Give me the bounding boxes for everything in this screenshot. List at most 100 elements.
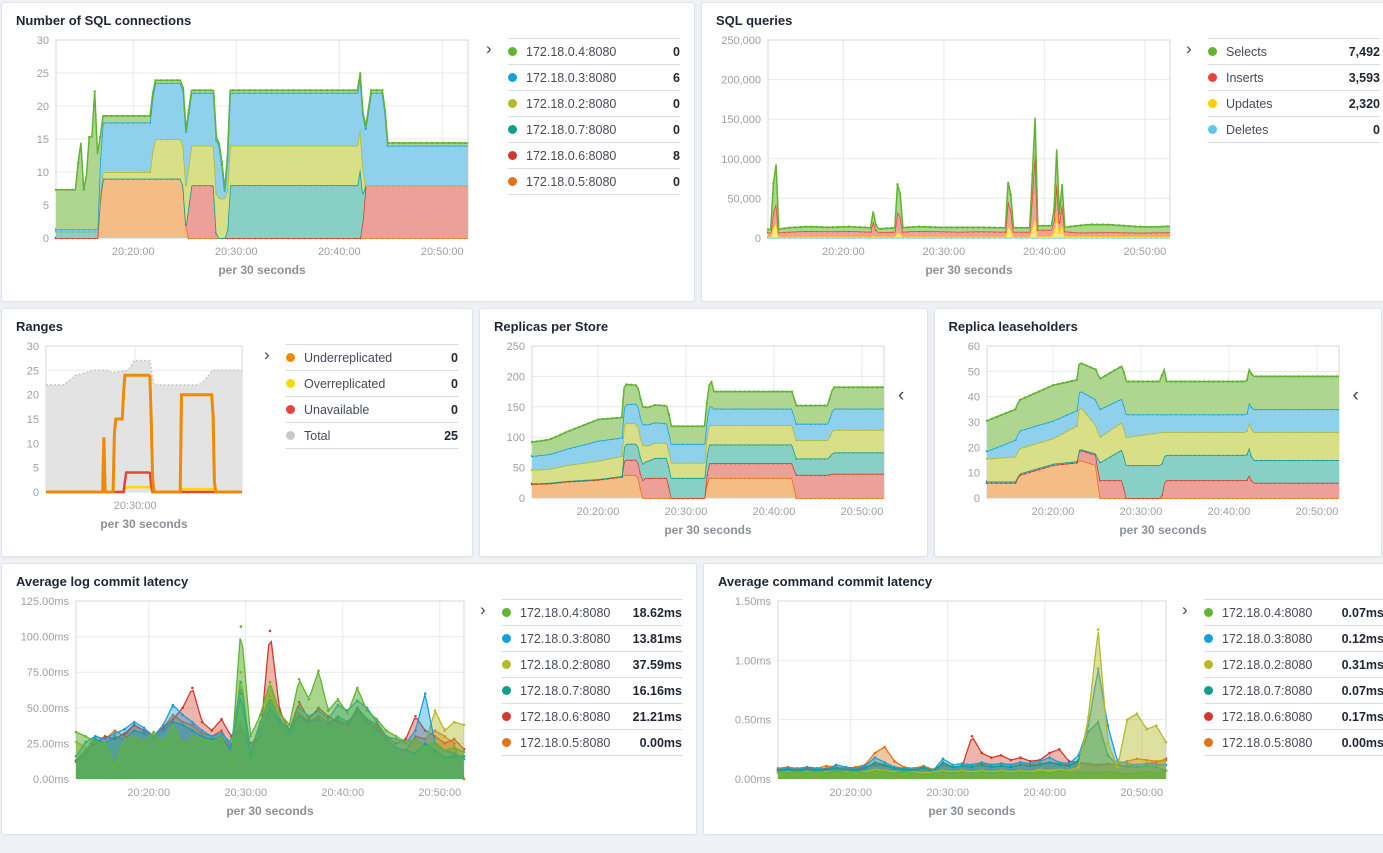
svg-text:20:50:00: 20:50:00	[1295, 506, 1338, 518]
legend-item-label: 172.18.0.5:8080	[526, 174, 617, 189]
legend-item-value: 18.62ms	[632, 605, 682, 620]
legend-item[interactable]: 172.18.0.5:8080 0.00ms	[502, 730, 682, 756]
svg-text:20:40:00: 20:40:00	[321, 787, 364, 799]
legend-container: › 172.18.0.4:8080 0 172.18.0.3:8080 6 172.18…	[486, 38, 680, 195]
svg-text:20:20:00: 20:20:00	[577, 506, 620, 518]
legend-item[interactable]: 172.18.0.7:8080 0	[508, 117, 680, 143]
chevron-right-icon[interactable]: ›	[480, 600, 486, 619]
svg-text:10: 10	[27, 438, 39, 450]
legend-item-label: Total	[304, 428, 331, 443]
legend-item[interactable]: Overreplicated 0	[286, 371, 458, 397]
svg-text:15: 15	[27, 414, 39, 426]
svg-text:150: 150	[507, 402, 525, 414]
legend-item-value: 37.59ms	[632, 657, 682, 672]
svg-text:250,000: 250,000	[721, 35, 761, 47]
svg-text:per 30 seconds: per 30 seconds	[928, 804, 1016, 818]
legend-item[interactable]: 172.18.0.3:8080 13.81ms	[502, 626, 682, 652]
svg-text:20:30:00: 20:30:00	[215, 246, 258, 258]
ranges-chart[interactable]: 0 5 10 15 20 25 30 20:30:00 per 30 seconds	[16, 338, 256, 544]
svg-text:1.50ms: 1.50ms	[735, 596, 772, 608]
svg-text:per 30 seconds: per 30 seconds	[925, 263, 1013, 277]
panel-title: Ranges	[16, 319, 63, 334]
legend-item[interactable]: Selects 7,492	[1208, 39, 1380, 65]
series-color-dot	[286, 353, 295, 362]
legend-item-value: 0	[451, 402, 458, 417]
legend-item[interactable]: Underreplicated 0	[286, 345, 458, 371]
series-color-dot	[508, 125, 517, 134]
legend-item-label: 172.18.0.7:8080	[526, 122, 617, 137]
legend-item[interactable]: 172.18.0.5:8080 0	[508, 169, 680, 195]
legend-item-label: 172.18.0.6:8080	[1222, 709, 1313, 724]
log-commit-latency-chart[interactable]: 0.00ms 25.00ms 50.00ms 75.00ms 100.00ms 125.0…	[16, 593, 472, 823]
legend-item[interactable]: 172.18.0.2:8080 37.59ms	[502, 652, 682, 678]
svg-text:per 30 seconds: per 30 seconds	[226, 804, 314, 818]
legend-item[interactable]: 172.18.0.5:8080 0.00ms	[1204, 730, 1383, 756]
legend-item[interactable]: 172.18.0.6:8080 8	[508, 143, 680, 169]
svg-text:20:30:00: 20:30:00	[922, 246, 965, 258]
legend-item[interactable]: Inserts 3,593	[1208, 65, 1380, 91]
sql-queries-chart[interactable]: 0 50,000 100,000 150,000 200,000 250,000 20:20…	[716, 32, 1178, 284]
chevron-right-icon[interactable]: ›	[1186, 39, 1192, 58]
replica-leaseholders-chart[interactable]: 0 10 20 30 40 50 60 20:20:00 20:30:00 20:40:00 20:…	[949, 338, 1347, 546]
legend-item-label: 172.18.0.6:8080	[520, 709, 611, 724]
series-color-dot	[1204, 686, 1213, 695]
dashboard-row-2: Ranges 0 5 10 15 20 25 30 20:30:00 per 30 second…	[1, 308, 1382, 557]
svg-text:0: 0	[973, 493, 979, 505]
panel-replica-leaseholders: Replica leaseholders 0 10 20 30 40 50 60 20:20:…	[933, 308, 1382, 557]
svg-text:25.00ms: 25.00ms	[27, 738, 70, 750]
panel-title: SQL queries	[716, 13, 793, 28]
legend-item-value: 0	[673, 44, 680, 59]
legend-container: › Selects 7,492 Inserts 3,593 Updates 2,320 De…	[1186, 38, 1380, 143]
legend-item-value: 8	[673, 148, 680, 163]
legend-item[interactable]: 172.18.0.4:8080 18.62ms	[502, 600, 682, 626]
legend-item-label: 172.18.0.6:8080	[526, 148, 617, 163]
legend-item[interactable]: 172.18.0.7:8080 0.07ms	[1204, 678, 1383, 704]
svg-text:0: 0	[33, 487, 39, 499]
svg-text:20:20:00: 20:20:00	[829, 787, 872, 799]
legend-item[interactable]: 172.18.0.3:8080 0.12ms	[1204, 626, 1383, 652]
legend-item[interactable]: 172.18.0.2:8080 0.31ms	[1204, 652, 1383, 678]
svg-text:0.00ms: 0.00ms	[33, 774, 70, 786]
svg-text:per 30 seconds: per 30 seconds	[100, 517, 188, 531]
chevron-left-icon[interactable]: ‹	[898, 385, 905, 406]
svg-text:10: 10	[37, 167, 49, 179]
sql-connections-chart[interactable]: 0 5 10 15 20 25 30 20:20:00 20:30:00 20:40:00 20:5…	[16, 32, 478, 284]
legend-item[interactable]: Unavailable 0	[286, 397, 458, 423]
legend-item-label: Underreplicated	[304, 350, 393, 365]
legend-item[interactable]: Total 25	[286, 423, 458, 449]
chevron-right-icon[interactable]: ›	[1182, 600, 1188, 619]
legend-item[interactable]: Updates 2,320	[1208, 91, 1380, 117]
panel-average-log-commit-latency: Average log commit latency 0.00ms 25.00ms…	[1, 563, 697, 835]
series-color-dot	[1208, 99, 1217, 108]
legend: Underreplicated 0 Overreplicated 0 Unavailab…	[286, 344, 458, 449]
panel-number-of-sql-connections: Number of SQL connections 0 5 10 15 20 25 30 20…	[1, 2, 695, 302]
legend-item-label: Inserts	[1226, 70, 1264, 85]
svg-text:20:20:00: 20:20:00	[112, 246, 155, 258]
legend: 172.18.0.4:8080 18.62ms 172.18.0.3:8080 13.…	[502, 599, 682, 756]
legend-item[interactable]: 172.18.0.3:8080 6	[508, 65, 680, 91]
legend-item-label: Selects	[1226, 44, 1267, 59]
legend-item[interactable]: 172.18.0.6:8080 21.21ms	[502, 704, 682, 730]
legend-item[interactable]: 172.18.0.7:8080 16.16ms	[502, 678, 682, 704]
chevron-left-icon[interactable]: ‹	[1352, 385, 1359, 406]
series-color-dot	[1204, 738, 1213, 747]
series-color-dot	[1204, 712, 1213, 721]
svg-text:20:30:00: 20:30:00	[224, 787, 267, 799]
legend-item[interactable]: Deletes 0	[1208, 117, 1380, 143]
command-commit-latency-chart[interactable]: 0.00ms 0.50ms 1.00ms 1.50ms 20:20:00 20:30:00…	[718, 593, 1174, 823]
legend-item[interactable]: 172.18.0.4:8080 0.07ms	[1204, 600, 1383, 626]
svg-text:20:30:00: 20:30:00	[926, 787, 969, 799]
legend-item[interactable]: 172.18.0.6:8080 0.17ms	[1204, 704, 1383, 730]
series-color-dot	[502, 738, 511, 747]
chevron-right-icon[interactable]: ›	[264, 345, 270, 364]
dashboard-row-1: Number of SQL connections 0 5 10 15 20 25 30 20…	[1, 2, 1383, 302]
series-color-dot	[1204, 608, 1213, 617]
series-color-dot	[502, 608, 511, 617]
svg-text:20:50:00: 20:50:00	[1120, 787, 1163, 799]
chevron-right-icon[interactable]: ›	[486, 39, 492, 58]
legend-item[interactable]: 172.18.0.4:8080 0	[508, 39, 680, 65]
replicas-per-store-chart[interactable]: 0 50 100 150 200 250 20:20:00 20:30:00 20:40:00 2…	[494, 338, 892, 546]
legend-item[interactable]: 172.18.0.2:8080 0	[508, 91, 680, 117]
series-color-dot	[1204, 660, 1213, 669]
series-color-dot	[286, 405, 295, 414]
